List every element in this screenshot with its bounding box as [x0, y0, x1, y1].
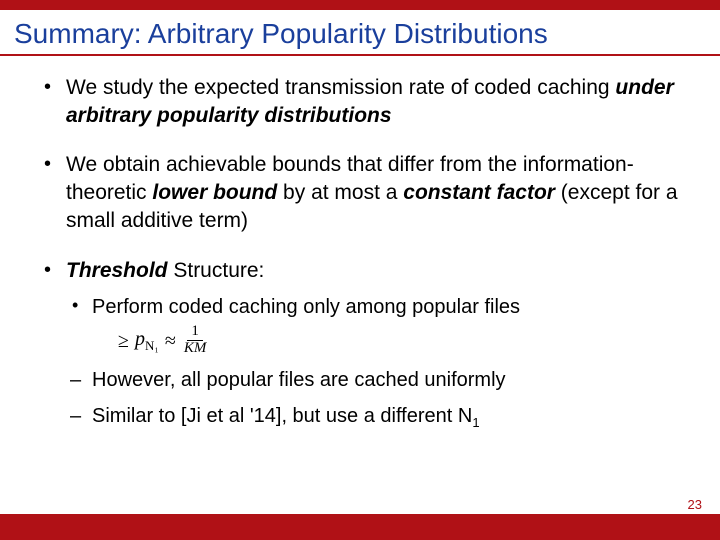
bullet-1: We study the expected transmission rate …	[40, 74, 680, 129]
fraction-num: 1	[187, 324, 203, 341]
sub-bullet-3-pre: Similar to [Ji et al '14], but use a dif…	[92, 405, 458, 427]
p-var: pN₁	[135, 326, 159, 355]
sub-bullet-3: Similar to [Ji et al '14], but use a dif…	[66, 403, 680, 432]
content-area: We study the expected transmission rate …	[0, 56, 720, 432]
sub-bullet-list: Perform coded caching only among popular…	[66, 294, 680, 431]
fraction-den: KM	[182, 341, 209, 357]
bullet-2: We obtain achievable bounds that differ …	[40, 151, 680, 234]
top-accent-bar	[0, 0, 720, 10]
bullet-2-mid: by at most a	[277, 181, 403, 204]
title-container: Summary: Arbitrary Popularity Distributi…	[0, 10, 720, 56]
slide-title: Summary: Arbitrary Popularity Distributi…	[14, 18, 706, 50]
approx-symbol: ≈	[165, 328, 176, 354]
page-number: 23	[688, 497, 702, 512]
p-letter: p	[135, 328, 145, 350]
fraction: 1 KM	[182, 324, 209, 357]
p-subscript: N₁	[145, 338, 159, 353]
bullet-2-em2: constant factor	[403, 181, 555, 204]
bullet-3-post: Structure:	[168, 259, 265, 282]
sub-bullet-3-sub: 1	[472, 415, 479, 430]
geq-symbol: ≥	[118, 328, 129, 354]
sub-bullet-1-text: Perform coded caching only among popular…	[92, 296, 520, 318]
bottom-accent-bar	[0, 514, 720, 540]
sub-bullet-3-n: N	[458, 405, 472, 427]
sub-bullet-1: Perform coded caching only among popular…	[66, 294, 680, 357]
bullet-1-text: We study the expected transmission rate …	[66, 76, 615, 99]
bullet-3-em: Threshold	[66, 259, 168, 282]
bullet-2-em1: lower bound	[152, 181, 277, 204]
threshold-formula: ≥ pN₁ ≈ 1 KM	[118, 324, 680, 357]
sub-bullet-2: However, all popular files are cached un…	[66, 367, 680, 393]
bullet-3: Threshold Structure: Perform coded cachi…	[40, 257, 680, 432]
sub-bullet-2-text: However, all popular files are cached un…	[92, 369, 506, 391]
bullet-list: We study the expected transmission rate …	[40, 74, 680, 432]
